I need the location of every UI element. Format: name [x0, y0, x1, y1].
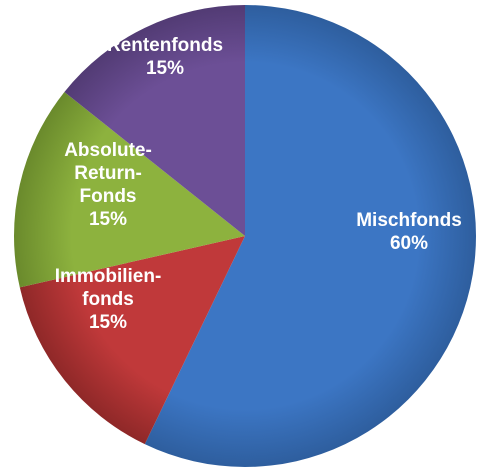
- slice-label-mischfonds: Mischfonds 60%: [356, 210, 462, 254]
- pie-slices: [13, 5, 477, 468]
- slice-label-line: Mischfonds: [356, 210, 462, 231]
- slice-label-line: 15%: [89, 209, 127, 230]
- slice-immobilienfonds: [19, 236, 245, 445]
- slice-label-line: Immobilien-: [55, 266, 162, 287]
- slice-label-line: fonds: [82, 289, 134, 310]
- slice-label-line: 15%: [146, 58, 184, 79]
- slice-label-line: Absolute-: [64, 140, 152, 161]
- pie-labels: Mischfonds 60%Immobilien-fonds 15%Absolute…: [55, 35, 462, 333]
- slice-label-rentenfonds: Rentenfonds 15%: [107, 35, 223, 79]
- slice-label-immobilienfonds: Immobilien-fonds 15%: [55, 266, 162, 333]
- slice-rentenfonds: [64, 5, 246, 236]
- slice-label-line: Rentenfonds: [107, 35, 223, 56]
- slice-label-absolute-return-fonds: Absolute-Return-Fonds 15%: [64, 140, 152, 230]
- slice-label-line: 60%: [390, 233, 428, 254]
- slice-absolute-return-fonds: [13, 91, 245, 288]
- slice-label-line: Fonds: [80, 186, 137, 207]
- slice-label-line: Return-: [74, 163, 142, 184]
- slice-mischfonds: [144, 5, 477, 468]
- slice-label-line: 15%: [89, 312, 127, 333]
